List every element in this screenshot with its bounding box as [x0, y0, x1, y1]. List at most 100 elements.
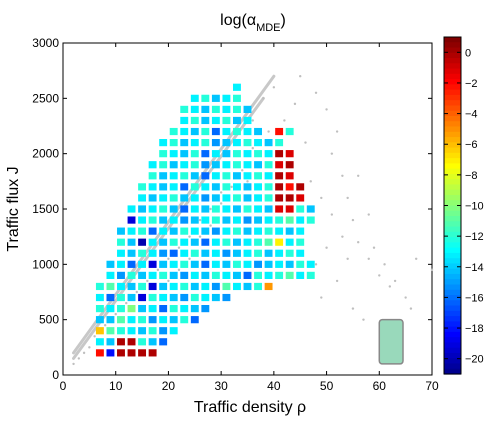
scatter-point [335, 130, 339, 133]
heatmap-cell [306, 216, 315, 224]
heatmap-cell [211, 94, 220, 102]
colorbar-tick-label: −2 [465, 78, 478, 90]
heatmap-cell [117, 271, 125, 279]
heatmap-cell [95, 349, 104, 357]
colorbar-band [444, 316, 461, 322]
heatmap-cell [169, 260, 178, 268]
heatmap-cell [190, 316, 199, 324]
heatmap-cell [180, 105, 189, 113]
heatmap-cell [211, 249, 220, 257]
heatmap-cell [233, 205, 241, 213]
heatmap-cell [127, 216, 136, 224]
fit-line-1 [72, 96, 265, 360]
heatmap-cell [95, 316, 104, 324]
heatmap-cell [148, 338, 157, 346]
colorbar-band [444, 284, 461, 291]
heatmap-cell [222, 260, 231, 268]
heatmap-cell [264, 227, 273, 235]
colorbar-band [444, 110, 461, 117]
heatmap-cell [180, 282, 189, 291]
scatter-point [188, 235, 191, 238]
heatmap-cell [254, 227, 262, 235]
y-tick-label: 2000 [32, 147, 59, 161]
scatter-point [198, 235, 202, 238]
heatmap-cell [106, 316, 115, 324]
heatmap-cell [180, 305, 189, 313]
scatter-point [335, 279, 339, 283]
heatmap-cell [254, 172, 262, 180]
heatmap-cell [243, 105, 252, 113]
heatmap-cell [211, 271, 220, 279]
heatmap-cell [254, 139, 262, 147]
heatmap-cell [127, 227, 136, 235]
colorbar-band [444, 152, 461, 159]
heatmap-cell [233, 172, 241, 180]
colorbar-tick-label: −10 [465, 201, 484, 213]
heatmap-cell [275, 194, 284, 202]
heatmap-cell [159, 271, 168, 279]
heatmap-cell [222, 249, 231, 257]
colorbar-band [444, 221, 461, 228]
heatmap-cell [275, 150, 284, 158]
heatmap-cell [138, 216, 147, 224]
colorbar-band [444, 179, 461, 186]
heatmap-cell [138, 194, 147, 202]
heatmap-cell [201, 127, 210, 136]
heatmap-cell [201, 116, 210, 125]
colorbar-band [444, 337, 461, 344]
heatmap-cell [264, 249, 273, 257]
heatmap-cell [117, 260, 125, 268]
heatmap-cell [169, 316, 178, 324]
heatmap-cell [285, 271, 294, 279]
y-tick-label: 3000 [32, 36, 59, 50]
heatmap-cell [243, 271, 252, 279]
x-tick-label: 70 [425, 379, 439, 393]
heatmap-cell [264, 161, 273, 169]
scatter-point [430, 268, 434, 272]
heatmap-cell [148, 271, 157, 279]
colorbar-band [444, 63, 461, 70]
heatmap-cell [169, 183, 178, 191]
heatmap-cell [190, 238, 199, 246]
heatmap-cell [233, 127, 241, 136]
scatter-point [404, 296, 407, 299]
heatmap-cell [243, 260, 252, 268]
colorbar-band [444, 273, 461, 280]
scatter-point [367, 213, 370, 216]
heatmap-cell [180, 161, 189, 169]
heatmap-cell [222, 161, 231, 169]
heatmap-cell [201, 183, 210, 191]
heatmap-cell [296, 249, 305, 257]
colorbar-band [444, 147, 461, 154]
colorbar-band [444, 94, 461, 101]
heatmap-cell [180, 116, 189, 125]
heatmap-cell [190, 161, 199, 169]
heatmap-cell [106, 260, 115, 268]
heatmap-cell [243, 249, 252, 257]
heatmap-cell [233, 139, 241, 147]
heatmap-cell [211, 293, 220, 302]
heatmap-cell [148, 305, 157, 313]
chart-title-suffix: ) [281, 12, 286, 29]
scatter-point [325, 246, 328, 249]
scatter-point [82, 351, 86, 355]
colorbar-band [444, 68, 461, 75]
heatmap-cell [243, 205, 252, 213]
heatmap-cell [148, 260, 157, 268]
heatmap-cell [169, 271, 178, 279]
colorbar-tick-label: −18 [465, 323, 484, 335]
x-tick-label: 20 [162, 379, 176, 393]
scatter-point [309, 180, 312, 183]
colorbar-band [444, 89, 461, 96]
heatmap-cell [106, 271, 115, 279]
y-tick-label: 2500 [32, 91, 59, 105]
heatmap-cell [159, 260, 168, 268]
heatmap-cell [169, 327, 178, 335]
heatmap-cells [95, 83, 315, 357]
heatmap-cell [169, 205, 178, 213]
heatmap-cell [254, 238, 262, 246]
colorbar-band [444, 263, 461, 270]
scatter-point [325, 108, 328, 111]
heatmap-cell [233, 216, 241, 224]
